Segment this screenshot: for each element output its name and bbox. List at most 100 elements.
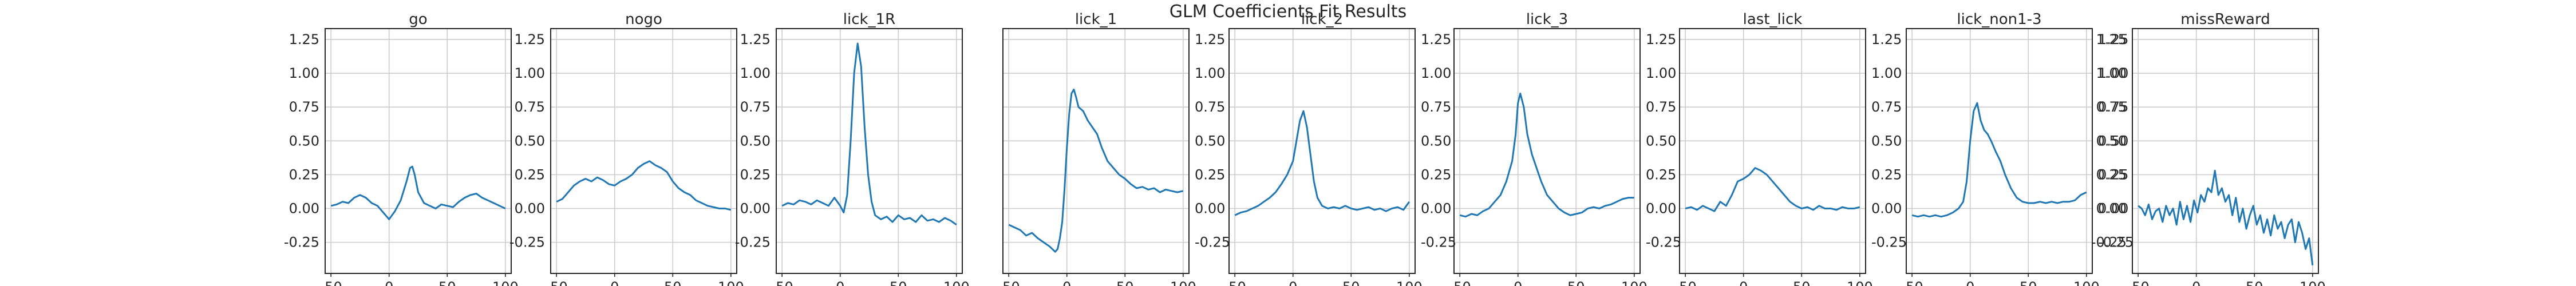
y-tick-label: 0.50	[1421, 133, 1451, 149]
y-tick-label: 0.75	[1871, 99, 1902, 115]
y-tick-label: 1.00	[2096, 65, 2127, 81]
y-tick-label: -0.25	[1421, 235, 1456, 251]
x-tick-label: -50	[771, 279, 793, 286]
y-tick-label: 0.50	[2098, 133, 2128, 149]
y-tick-label: 1.00	[289, 65, 319, 81]
y-tick-label: -0.25	[284, 235, 319, 251]
subplot-0: go -50 0 50 100 -0.25 0.00 0.25 0.50 0.75 1.00 1.25	[284, 11, 519, 286]
y-tick-label: 0.75	[2096, 99, 2127, 115]
y-tick-label: 0.50	[515, 133, 545, 149]
y-tick-label: 0.25	[2096, 166, 2127, 182]
subplot-1: nogo -50 0 50 100 -0.25 0.00 0.25 0.50 0.75 1.00 1.…	[509, 11, 744, 286]
x-tick-label: -50	[1674, 279, 1697, 286]
plot-frame	[1453, 28, 1641, 274]
plot-frame	[1002, 28, 1190, 274]
y-tick-label: 0.25	[2098, 166, 2128, 182]
plot-frame	[325, 28, 512, 274]
x-tick-label: 100	[2300, 279, 2326, 286]
series-line	[2138, 169, 2314, 265]
subplot-3: lick_1 -50 0 50 100 -0.25 0.00 0.25 0.50 0.75 1.00…	[998, 11, 1231, 286]
y-tick-label: 0.00	[1195, 200, 1225, 216]
y-tick-label: 1.25	[2096, 31, 2127, 47]
series-line	[1008, 88, 1184, 253]
subplot-title: lick_1R	[843, 11, 895, 28]
y-tick-label: 0.00	[515, 200, 545, 216]
y-tick-label: 1.25	[1421, 31, 1451, 47]
subplot-8: missReward -50 0 50 100 -0.25 0.00 0.25 0.50 0.75…	[2091, 11, 2326, 286]
x-tick-label: 50	[890, 279, 907, 286]
y-tick-label: 0.75	[1195, 99, 1225, 115]
x-tick-label: 0	[1966, 279, 1974, 286]
y-tick-label: 1.25	[1195, 31, 1225, 47]
y-tick-label: 0.00	[740, 200, 771, 216]
y-tick-label: -0.25	[1646, 235, 1681, 251]
series-line	[1459, 93, 1634, 218]
x-tick-label: 0	[1289, 279, 1297, 286]
y-tick-label: 0.50	[1646, 133, 1676, 149]
y-tick-label: -0.25	[2098, 235, 2134, 251]
y-tick-label: 1.00	[1871, 65, 1902, 81]
subplot-title: missReward	[2180, 11, 2270, 28]
y-tick-label: 1.25	[740, 31, 771, 47]
subplot-title: go	[409, 11, 427, 28]
y-tick-label: -0.25	[735, 235, 771, 251]
y-tick-label: 0.75	[2098, 99, 2128, 115]
x-tick-label: 0	[1739, 279, 1748, 286]
y-tick-label: 1.25	[289, 31, 319, 47]
y-tick-label: 0.75	[1646, 99, 1676, 115]
x-tick-label: 50	[664, 279, 682, 286]
y-tick-label: 0.25	[1421, 166, 1451, 182]
y-tick-label: 0.75	[1421, 99, 1451, 115]
y-tick-label: 0.00	[1646, 200, 1676, 216]
x-tick-label: 50	[2246, 279, 2263, 286]
subplot-title: lick_2	[1301, 11, 1343, 28]
x-tick-label: -50	[1224, 279, 1246, 286]
y-tick-label: 0.50	[740, 133, 771, 149]
y-tick-label: 0.25	[289, 166, 319, 182]
y-tick-label: 1.00	[2098, 65, 2128, 81]
y-tick-label: 0.75	[289, 99, 319, 115]
plot-frame	[1679, 28, 1866, 274]
y-tick-label: 0.25	[1195, 166, 1225, 182]
y-tick-label: 0.00	[1421, 200, 1451, 216]
subplot-4: lick_2 -50 0 50 100 -0.25 0.00 0.25 0.50 0.75 1.00…	[1224, 11, 1457, 286]
series-line	[781, 42, 957, 226]
subplot-title: lick_non1-3	[1957, 11, 2041, 28]
plot-frame	[1906, 28, 2093, 274]
subplot-2: lick_1R -50 0 50 100 -0.25 0.00 0.25 0.50 0.75 1.0…	[735, 11, 970, 286]
subplot-title: nogo	[625, 11, 662, 28]
y-tick-label: 0.25	[1871, 166, 1902, 182]
y-tick-label: -0.25	[2091, 235, 2127, 251]
subplot-grid: go -50 0 50 100 -0.25 0.00 0.25 0.50 0.75 1.00 1.25…	[284, 11, 2326, 286]
x-tick-label: 50	[1793, 279, 1811, 286]
subplot-6: last_lick -50 0 50 100 -0.25 0.00 0.25 0.50 0.75 1…	[1674, 11, 1907, 286]
x-tick-label: 50	[1116, 279, 1134, 286]
y-tick-label: 1.00	[1421, 65, 1451, 81]
subplot-5: lick_3 -50 0 50 100 -0.25 0.00 0.25 0.50 0.75 1.00…	[1449, 11, 1682, 286]
subplot-title: last_lick	[1743, 11, 1803, 28]
y-tick-label: 1.00	[515, 65, 545, 81]
x-tick-label: -50	[998, 279, 1020, 286]
y-tick-label: 0.50	[1195, 133, 1225, 149]
y-tick-label: 1.25	[1646, 31, 1676, 47]
x-tick-label: 50	[1567, 279, 1585, 286]
y-tick-label: 0.50	[289, 133, 319, 149]
x-tick-label: 0	[385, 279, 393, 286]
y-tick-label: 0.25	[1646, 166, 1676, 182]
y-tick-label: 0.75	[515, 99, 545, 115]
x-tick-label: 100	[1847, 279, 1873, 286]
y-tick-label: -0.25	[509, 235, 545, 251]
x-tick-label: 100	[1170, 279, 1196, 286]
x-tick-label: -50	[546, 279, 568, 286]
x-tick-label: 50	[1342, 279, 1360, 286]
x-tick-label: 0	[1514, 279, 1522, 286]
y-tick-label: 0.50	[2096, 133, 2127, 149]
x-tick-label: 0	[836, 279, 844, 286]
y-tick-label: -0.25	[1871, 235, 1907, 251]
series-line	[1685, 167, 1860, 212]
plot-frame	[550, 28, 737, 274]
y-tick-label: 0.00	[2098, 200, 2128, 216]
y-tick-label: 1.00	[1195, 65, 1225, 81]
x-tick-label: 100	[718, 279, 744, 286]
plot-frame	[1228, 28, 1416, 274]
